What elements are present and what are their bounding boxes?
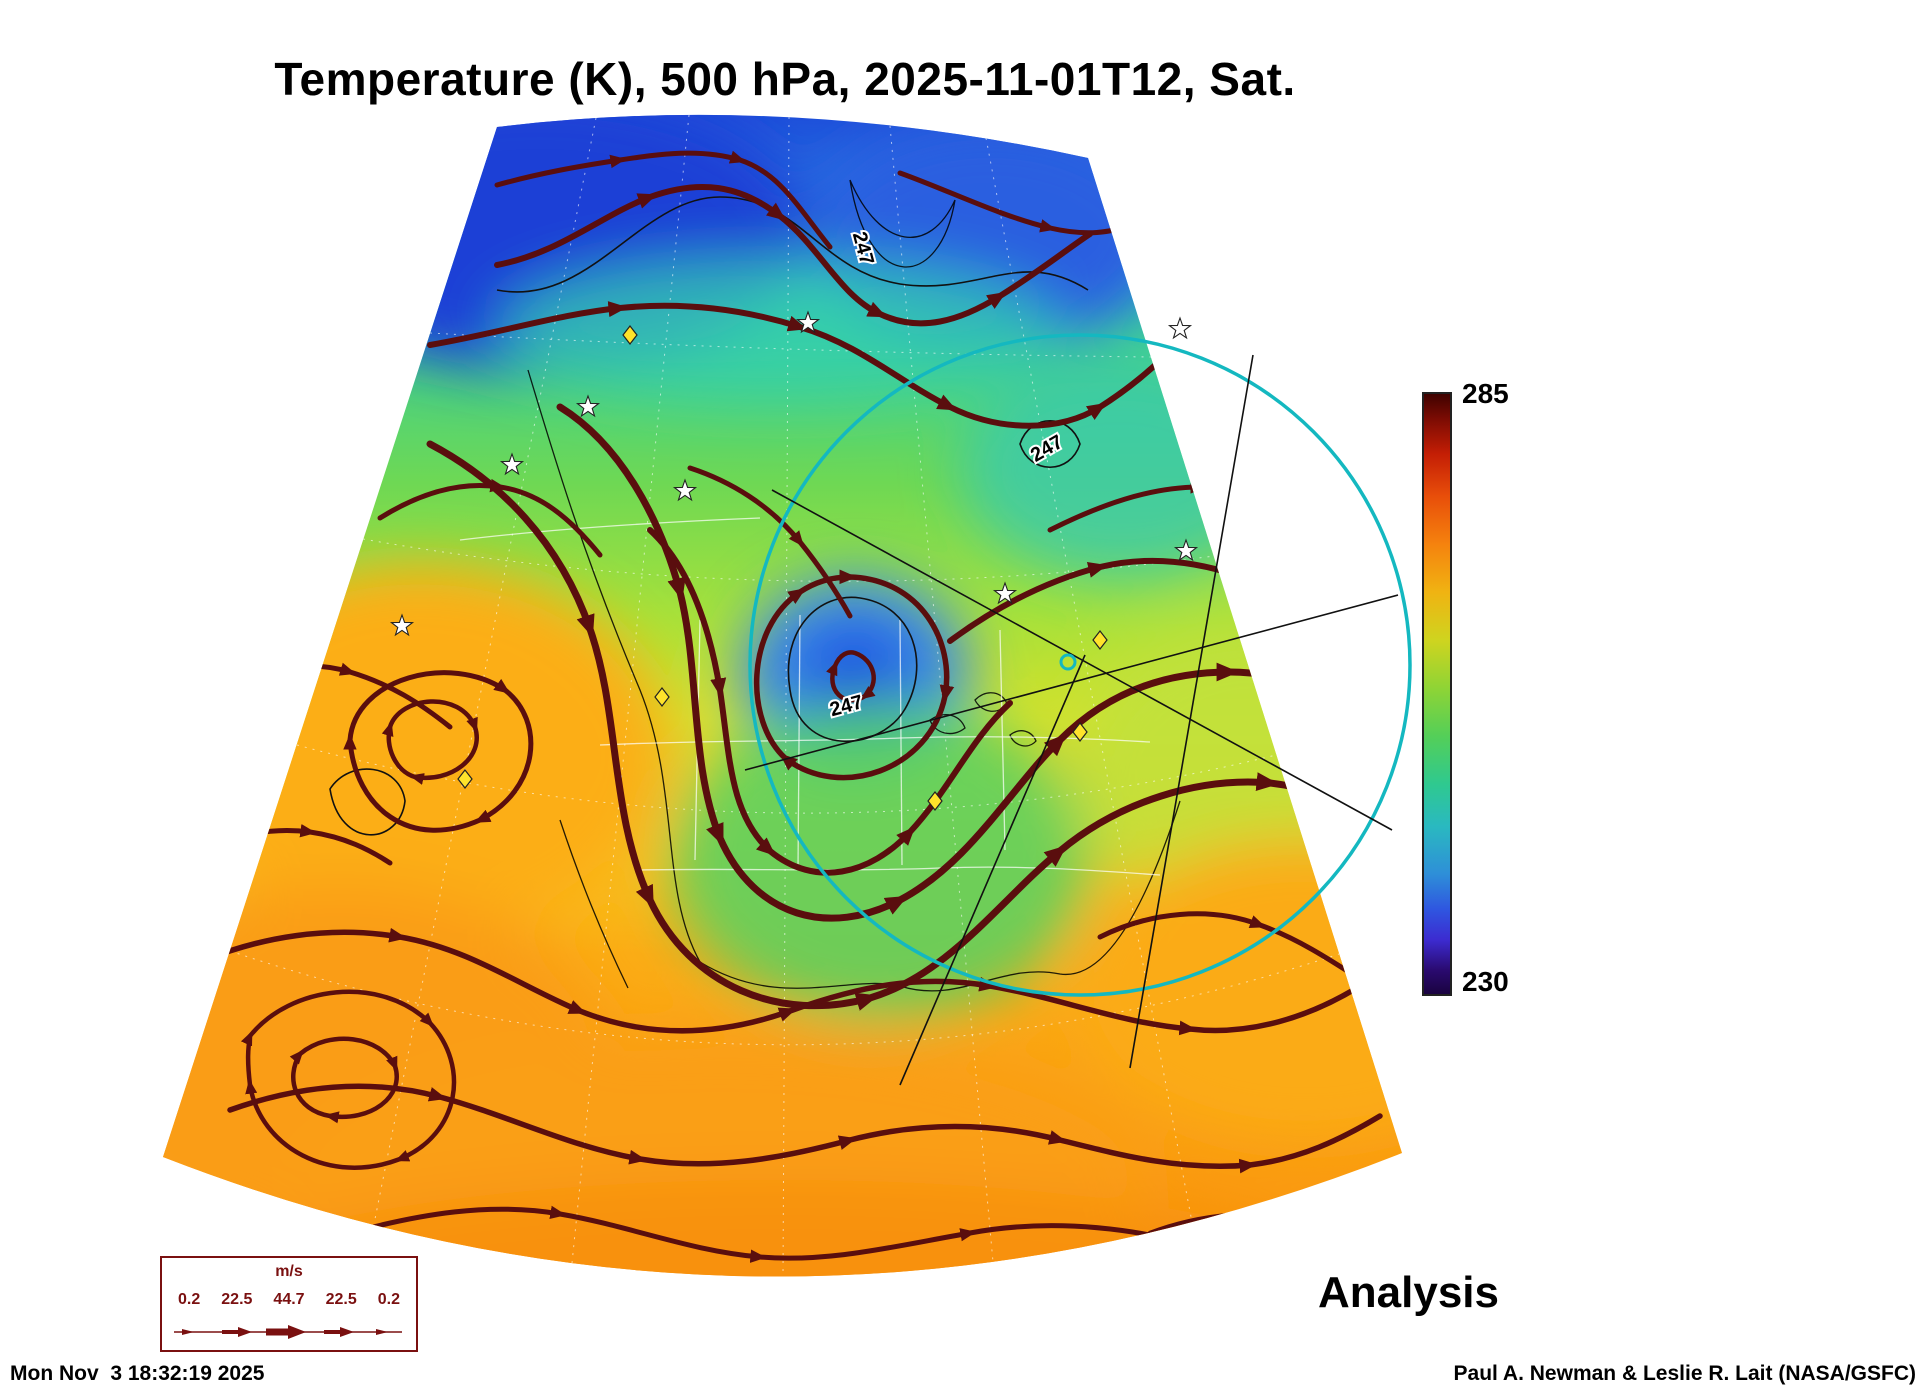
wind-legend-arrows	[174, 1325, 402, 1339]
cool-band-north	[500, 260, 1060, 400]
streamline-ridge-outer	[347, 670, 534, 833]
streamline	[494, 183, 1093, 327]
arrow-small-icon	[182, 1329, 194, 1335]
ring-center-marker	[1059, 653, 1077, 671]
streamline	[377, 478, 603, 558]
streamline-anticyclone-inner	[291, 1036, 396, 1117]
arrow-large-shaft	[266, 1328, 290, 1336]
cross-section-line	[899, 654, 1086, 1086]
arrow-small-icon	[376, 1329, 388, 1335]
streamline-anticyclone-outer	[248, 989, 457, 1168]
streamline	[897, 170, 1143, 236]
generation-timestamp: Mon Nov 3 18:32:19 2025	[10, 1362, 265, 1385]
arrow-medium-shaft	[222, 1330, 240, 1334]
plot-title: Temperature (K), 500 hPa, 2025-11-01T12,…	[274, 53, 1296, 105]
temperature-anomaly-blobs	[163, 114, 1402, 1277]
warm-band-south	[290, 1030, 1150, 1277]
colorbar-max-label: 285	[1462, 378, 1509, 409]
wind-legend-values: 0.2 22.5 44.7 22.5 0.2	[168, 1291, 410, 1309]
warm-band-far-south	[180, 1180, 1380, 1277]
warm-ridge-west	[170, 565, 670, 945]
arrow-large-icon	[288, 1325, 306, 1339]
colorbar	[1422, 392, 1452, 996]
range-ring	[748, 333, 1412, 997]
streamline	[427, 301, 1173, 429]
streamline	[347, 1205, 1173, 1263]
streamline	[197, 927, 1363, 1036]
wind-streamlines	[177, 150, 1399, 1263]
wind-speed-legend: m/s 0.2 22.5 44.7 22.5 0.2	[160, 1256, 418, 1352]
arrow-medium-icon	[340, 1327, 354, 1337]
temperature-fan: 247 247 247	[163, 114, 1402, 1277]
wind-speed-value: 0.2	[178, 1291, 201, 1308]
arrow-medium-icon	[238, 1327, 252, 1337]
analysis-label: Analysis	[1318, 1268, 1499, 1317]
colorbar-min-label: 230	[1462, 966, 1509, 997]
cross-section-line	[1129, 354, 1254, 1069]
arrow-medium-shaft	[324, 1330, 342, 1334]
wind-speed-value: 22.5	[221, 1291, 253, 1308]
border-line-canada	[459, 517, 761, 541]
cross-section-overlay	[744, 317, 1412, 1086]
wind-speed-value: 44.7	[273, 1291, 305, 1308]
wind-legend-units: m/s	[275, 1263, 303, 1280]
wind-speed-value: 22.5	[325, 1291, 357, 1308]
cross-section-line	[744, 594, 1399, 771]
credit-text: Paul A. Newman & Leslie R. Lait (NASA/GS…	[1453, 1362, 1916, 1385]
streamline	[227, 1083, 1383, 1174]
star-marker	[1168, 317, 1192, 339]
wind-speed-value: 0.2	[377, 1291, 400, 1308]
